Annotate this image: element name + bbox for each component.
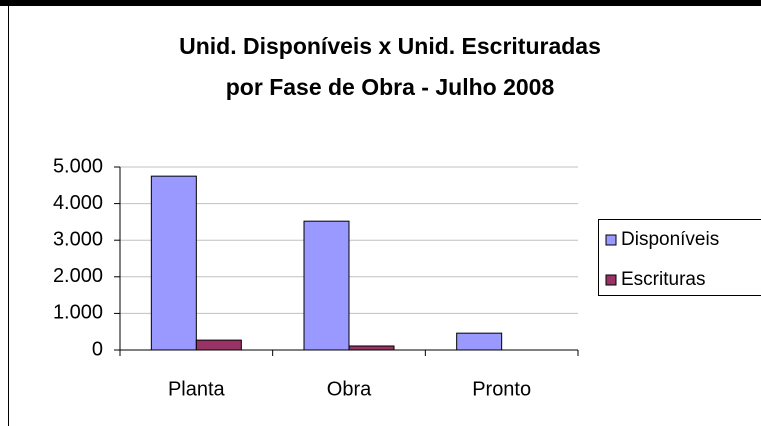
y-tick-label: 3.000: [53, 228, 103, 250]
legend-swatch: [605, 234, 617, 246]
y-tick-label: 4.000: [53, 192, 103, 214]
y-tick-label: 1.000: [53, 302, 103, 324]
legend-label: Escrituras: [621, 269, 705, 290]
chart-title: Unid. Disponíveis x Unid. Escrituradas: [179, 33, 601, 59]
bar: [348, 345, 395, 351]
chart-title: por Fase de Obra - Julho 2008: [226, 74, 555, 100]
legend-swatch: [605, 274, 617, 286]
x-tick-label: Planta: [168, 378, 226, 400]
legend-label: Disponíveis: [621, 229, 719, 250]
legend-box: [598, 219, 761, 296]
bar: [456, 332, 503, 351]
x-tick-label: Obra: [327, 378, 372, 400]
x-tick-label: Pronto: [472, 378, 531, 400]
bar: [303, 220, 350, 351]
y-tick-label: 0: [92, 338, 103, 360]
y-tick-label: 5.000: [53, 155, 103, 177]
bar: [150, 175, 197, 351]
y-tick-label: 2.000: [53, 265, 103, 287]
bar: [195, 339, 242, 351]
top-border: [0, 0, 761, 6]
